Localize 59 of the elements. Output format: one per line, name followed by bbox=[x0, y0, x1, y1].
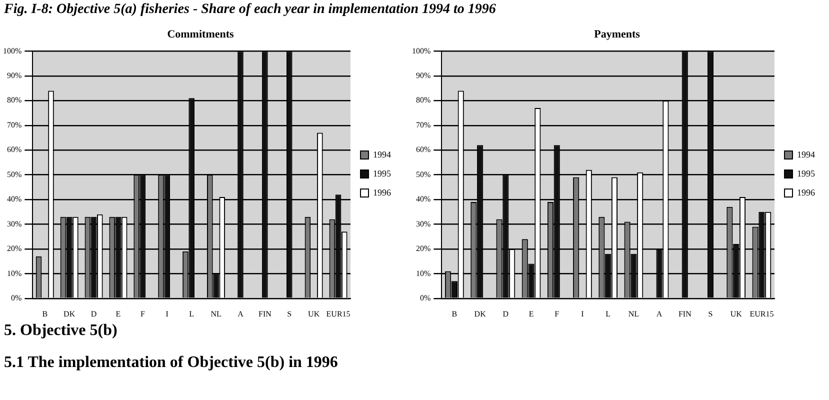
y-tick-label: 50% bbox=[6, 170, 22, 179]
x-tick-label: F bbox=[140, 309, 146, 318]
y-tick-label: 40% bbox=[416, 194, 431, 204]
x-tick-label: A bbox=[656, 309, 662, 318]
text: 5.1 The implementation of Objective 5(b) in 1996 bbox=[4, 354, 338, 372]
y-tick-label: 60% bbox=[416, 145, 431, 154]
x-tick-label: E bbox=[528, 309, 534, 318]
x-tick-label: DK bbox=[64, 309, 76, 318]
y-tick-label: 80% bbox=[416, 96, 431, 105]
x-tick-label: FIN bbox=[258, 309, 272, 318]
x-tick-label: E bbox=[116, 309, 121, 318]
text: 5. Objective 5(b) bbox=[4, 322, 118, 340]
x-tick-label: F bbox=[554, 309, 560, 318]
x-tick-label: UK bbox=[308, 309, 320, 318]
y-tick-label: 80% bbox=[6, 96, 22, 105]
y-tick-label: 70% bbox=[416, 120, 431, 130]
y-tick-label: 30% bbox=[416, 219, 431, 228]
y-tick-label: 100% bbox=[412, 46, 431, 56]
legend-label: 1995 bbox=[373, 168, 392, 178]
y-tick-label: 20% bbox=[416, 244, 431, 254]
legend-label: 1994 bbox=[373, 149, 392, 160]
legend-label: 1996 bbox=[797, 187, 816, 198]
x-tick-label: S bbox=[287, 309, 292, 318]
x-tick-label: EUR15 bbox=[326, 309, 350, 318]
chart-title: Commitments bbox=[167, 28, 235, 40]
y-tick-label: 0% bbox=[10, 293, 22, 302]
x-tick-label: A bbox=[238, 309, 244, 318]
x-tick-label: L bbox=[606, 309, 611, 318]
y-tick-label: 10% bbox=[6, 268, 22, 278]
legend-label: 1994 bbox=[797, 149, 816, 160]
y-tick-label: 50% bbox=[416, 170, 431, 179]
legend-label: 1996 bbox=[373, 187, 392, 198]
x-tick-label: D bbox=[90, 309, 97, 318]
y-tick-label: 90% bbox=[416, 71, 431, 80]
chart-title: Payments bbox=[594, 28, 641, 40]
y-tick-label: 90% bbox=[6, 71, 22, 80]
x-tick-label: I bbox=[581, 309, 584, 318]
y-tick-label: 30% bbox=[6, 219, 22, 228]
x-tick-label: I bbox=[166, 309, 169, 318]
text: Fig. I-8: Objective 5(a) fisheries - Share of each year in implementation 1994 to 1996 bbox=[4, 2, 496, 18]
x-tick-label: D bbox=[502, 309, 509, 318]
legend-label: 1995 bbox=[797, 168, 816, 178]
y-tick-label: 40% bbox=[6, 194, 22, 204]
x-tick-label: S bbox=[708, 309, 713, 318]
x-tick-label: NL bbox=[210, 309, 222, 318]
y-tick-label: 60% bbox=[6, 145, 22, 154]
x-tick-label: EUR15 bbox=[750, 309, 774, 318]
x-tick-label: NL bbox=[628, 309, 640, 318]
y-tick-label: 100% bbox=[2, 46, 22, 56]
y-tick-label: 10% bbox=[416, 268, 431, 278]
x-tick-label: L bbox=[189, 309, 194, 318]
x-tick-label: FIN bbox=[678, 309, 692, 318]
x-tick-label: B bbox=[42, 309, 48, 318]
y-tick-label: 20% bbox=[6, 244, 22, 254]
x-tick-label: DK bbox=[474, 309, 486, 318]
y-tick-label: 0% bbox=[420, 293, 431, 302]
y-tick-label: 70% bbox=[6, 120, 22, 130]
x-tick-label: UK bbox=[730, 309, 742, 318]
x-tick-label: B bbox=[452, 309, 458, 318]
